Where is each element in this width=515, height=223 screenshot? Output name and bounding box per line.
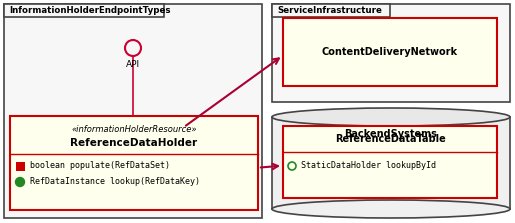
Bar [16,161,25,171]
Bar [4,4,164,17]
Text: InformationHolderEndpointTypes: InformationHolderEndpointTypes [9,6,170,15]
Bar [283,18,497,86]
Bar [283,126,497,198]
Text: boolean populate(RefDataSet): boolean populate(RefDataSet) [30,161,170,171]
Text: ContentDeliveryNetwork: ContentDeliveryNetwork [322,47,458,57]
Ellipse shape [272,200,510,218]
Text: StaticDataHolder lookupById: StaticDataHolder lookupById [301,161,436,171]
Text: ReferenceDataHolder: ReferenceDataHolder [71,138,198,148]
Bar [10,116,258,210]
Bar [272,4,390,17]
Text: RefDataInstance lookup(RefDataKey): RefDataInstance lookup(RefDataKey) [30,178,200,186]
Circle shape [15,178,25,186]
Text: ServiceInfrastructure: ServiceInfrastructure [277,6,382,15]
Bar [272,4,510,102]
Text: BackendSystems: BackendSystems [345,129,437,139]
Text: API: API [126,60,140,69]
Text: «informationHolderResource»: «informationHolderResource» [71,124,197,134]
Ellipse shape [272,108,510,126]
Bar [272,117,510,209]
Text: ReferenceDataTable: ReferenceDataTable [335,134,445,144]
Bar [4,4,262,218]
